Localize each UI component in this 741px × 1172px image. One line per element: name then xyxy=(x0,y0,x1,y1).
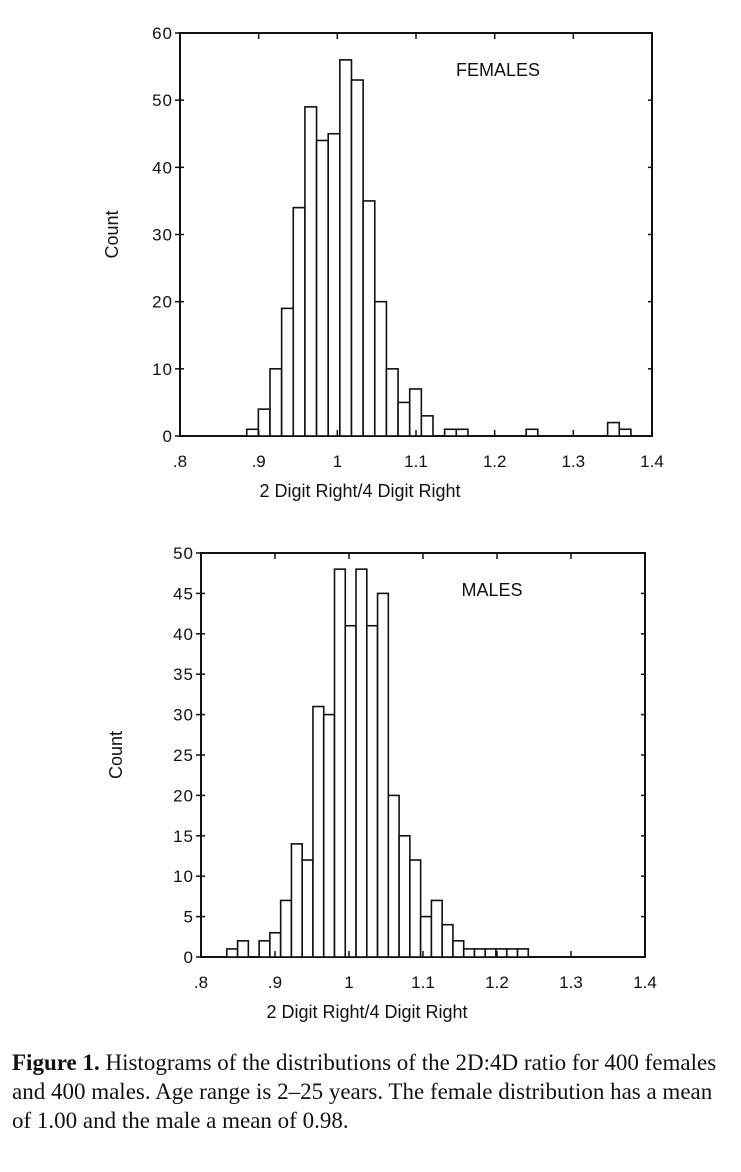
males-histogram-bar xyxy=(312,705,325,958)
females-histogram-bar xyxy=(525,428,539,437)
females-y-tick-label: 20 xyxy=(152,293,173,312)
females-y-tick-label: 60 xyxy=(152,24,173,43)
males-histogram-bar xyxy=(430,899,443,958)
males-histogram-bar xyxy=(333,568,347,958)
males-x-axis-title: 2 Digit Right/4 Digit Right xyxy=(266,1002,467,1022)
males-histogram-bar xyxy=(258,940,271,958)
females-x-tick-label: .9 xyxy=(252,452,266,471)
males-histogram-bar xyxy=(419,915,433,958)
males-x-tick-label: 1.1 xyxy=(411,973,435,992)
males-x-tick-label: 1.2 xyxy=(485,973,509,992)
males-x-tick-label: 1 xyxy=(344,973,353,992)
females-y-tick-label: 10 xyxy=(152,360,173,379)
females-y-tick-label: 40 xyxy=(152,158,173,177)
females-x-axis-title: 2 Digit Right/4 Digit Right xyxy=(259,481,460,501)
figure-caption: Figure 1. Histograms of the distribution… xyxy=(12,1048,732,1135)
males-y-tick-label: 20 xyxy=(173,786,194,805)
females-histogram-bar xyxy=(292,206,306,437)
females-y-axis-title: Count xyxy=(102,210,122,258)
females-histogram-bar xyxy=(280,307,295,437)
males-y-tick-label: 5 xyxy=(184,908,194,927)
caption-label: Figure 1. xyxy=(12,1050,100,1075)
females-histogram-bar xyxy=(618,428,632,437)
females-histogram-bar xyxy=(269,368,283,437)
males-panel-label: MALES xyxy=(461,580,522,600)
males-x-tick-label: 1.3 xyxy=(559,973,583,992)
females-x-tick-label: 1.1 xyxy=(404,452,428,471)
males-y-tick-label: 40 xyxy=(173,625,194,644)
females-histogram-bar xyxy=(385,368,399,437)
males-y-tick-label: 10 xyxy=(173,867,194,886)
males-plot-frame xyxy=(200,552,646,958)
females-histogram-bar xyxy=(408,388,423,437)
males-histogram-bar xyxy=(344,624,357,958)
females-histogram-bar xyxy=(420,415,434,437)
females-histogram-bar xyxy=(339,59,353,437)
males-y-tick-label: 25 xyxy=(173,746,194,765)
males-y-axis-title: Count xyxy=(106,731,126,779)
females-x-tick-label: 1.3 xyxy=(562,452,586,471)
caption-text: Histograms of the distributions of the 2… xyxy=(12,1050,717,1133)
males-histogram-bar xyxy=(409,859,422,958)
males-x-tick-label: .9 xyxy=(268,973,282,992)
males-histogram-bar xyxy=(290,843,303,958)
females-histogram-bar xyxy=(315,139,330,437)
females-histogram-bar xyxy=(245,428,260,437)
males-histogram-bar xyxy=(365,624,379,958)
males-histogram-bar xyxy=(473,948,487,958)
females-histogram-bar xyxy=(455,428,469,437)
males-histogram-bar xyxy=(452,940,465,958)
males-y-tick-label: 35 xyxy=(173,665,194,684)
females-y-tick-label: 0 xyxy=(163,427,173,446)
females-histogram-bar xyxy=(373,300,388,437)
females-histogram-bar xyxy=(350,79,364,437)
males-y-tick-label: 15 xyxy=(173,827,194,846)
males-histogram-bar xyxy=(236,940,250,958)
females-y-tick-label: 30 xyxy=(152,226,173,245)
males-histogram-bar xyxy=(279,899,293,958)
females-histogram-bar xyxy=(362,200,376,437)
males-histogram-bar xyxy=(516,948,530,958)
males-histogram-bar xyxy=(484,948,497,958)
males-y-tick-label: 30 xyxy=(173,706,194,725)
males-histogram-bar xyxy=(505,948,519,958)
males-histogram-bar xyxy=(462,948,476,958)
males-histogram-bar xyxy=(441,923,454,958)
males-y-tick-label: 45 xyxy=(173,584,194,603)
females-panel-label: FEMALES xyxy=(456,60,540,80)
females-histogram-bar xyxy=(606,421,621,437)
males-histogram-bar xyxy=(398,834,411,958)
males-histogram-bar xyxy=(322,713,336,958)
females-histogram-bar xyxy=(327,132,341,437)
males-histogram-bar xyxy=(376,592,390,958)
males-y-tick-label: 0 xyxy=(184,948,194,967)
females-x-tick-label: .8 xyxy=(173,452,187,471)
females-plot-frame xyxy=(179,32,653,437)
males-histogram-bar xyxy=(226,948,239,958)
females-histogram-bar xyxy=(257,408,271,437)
males-histogram-bar xyxy=(355,568,368,958)
females-histogram-bar xyxy=(397,401,411,437)
females-histogram-bar xyxy=(304,106,318,437)
females-histogram-bar xyxy=(443,428,458,437)
females-y-tick-label: 50 xyxy=(152,91,173,110)
females-x-tick-label: 1 xyxy=(333,452,342,471)
males-histogram-bar xyxy=(387,794,400,958)
males-x-tick-label: 1.4 xyxy=(633,973,657,992)
males-histogram-bar xyxy=(301,859,314,958)
males-y-tick-label: 50 xyxy=(173,544,194,563)
females-x-tick-label: 1.4 xyxy=(640,452,664,471)
females-x-tick-label: 1.2 xyxy=(483,452,507,471)
males-x-tick-label: .8 xyxy=(194,973,208,992)
